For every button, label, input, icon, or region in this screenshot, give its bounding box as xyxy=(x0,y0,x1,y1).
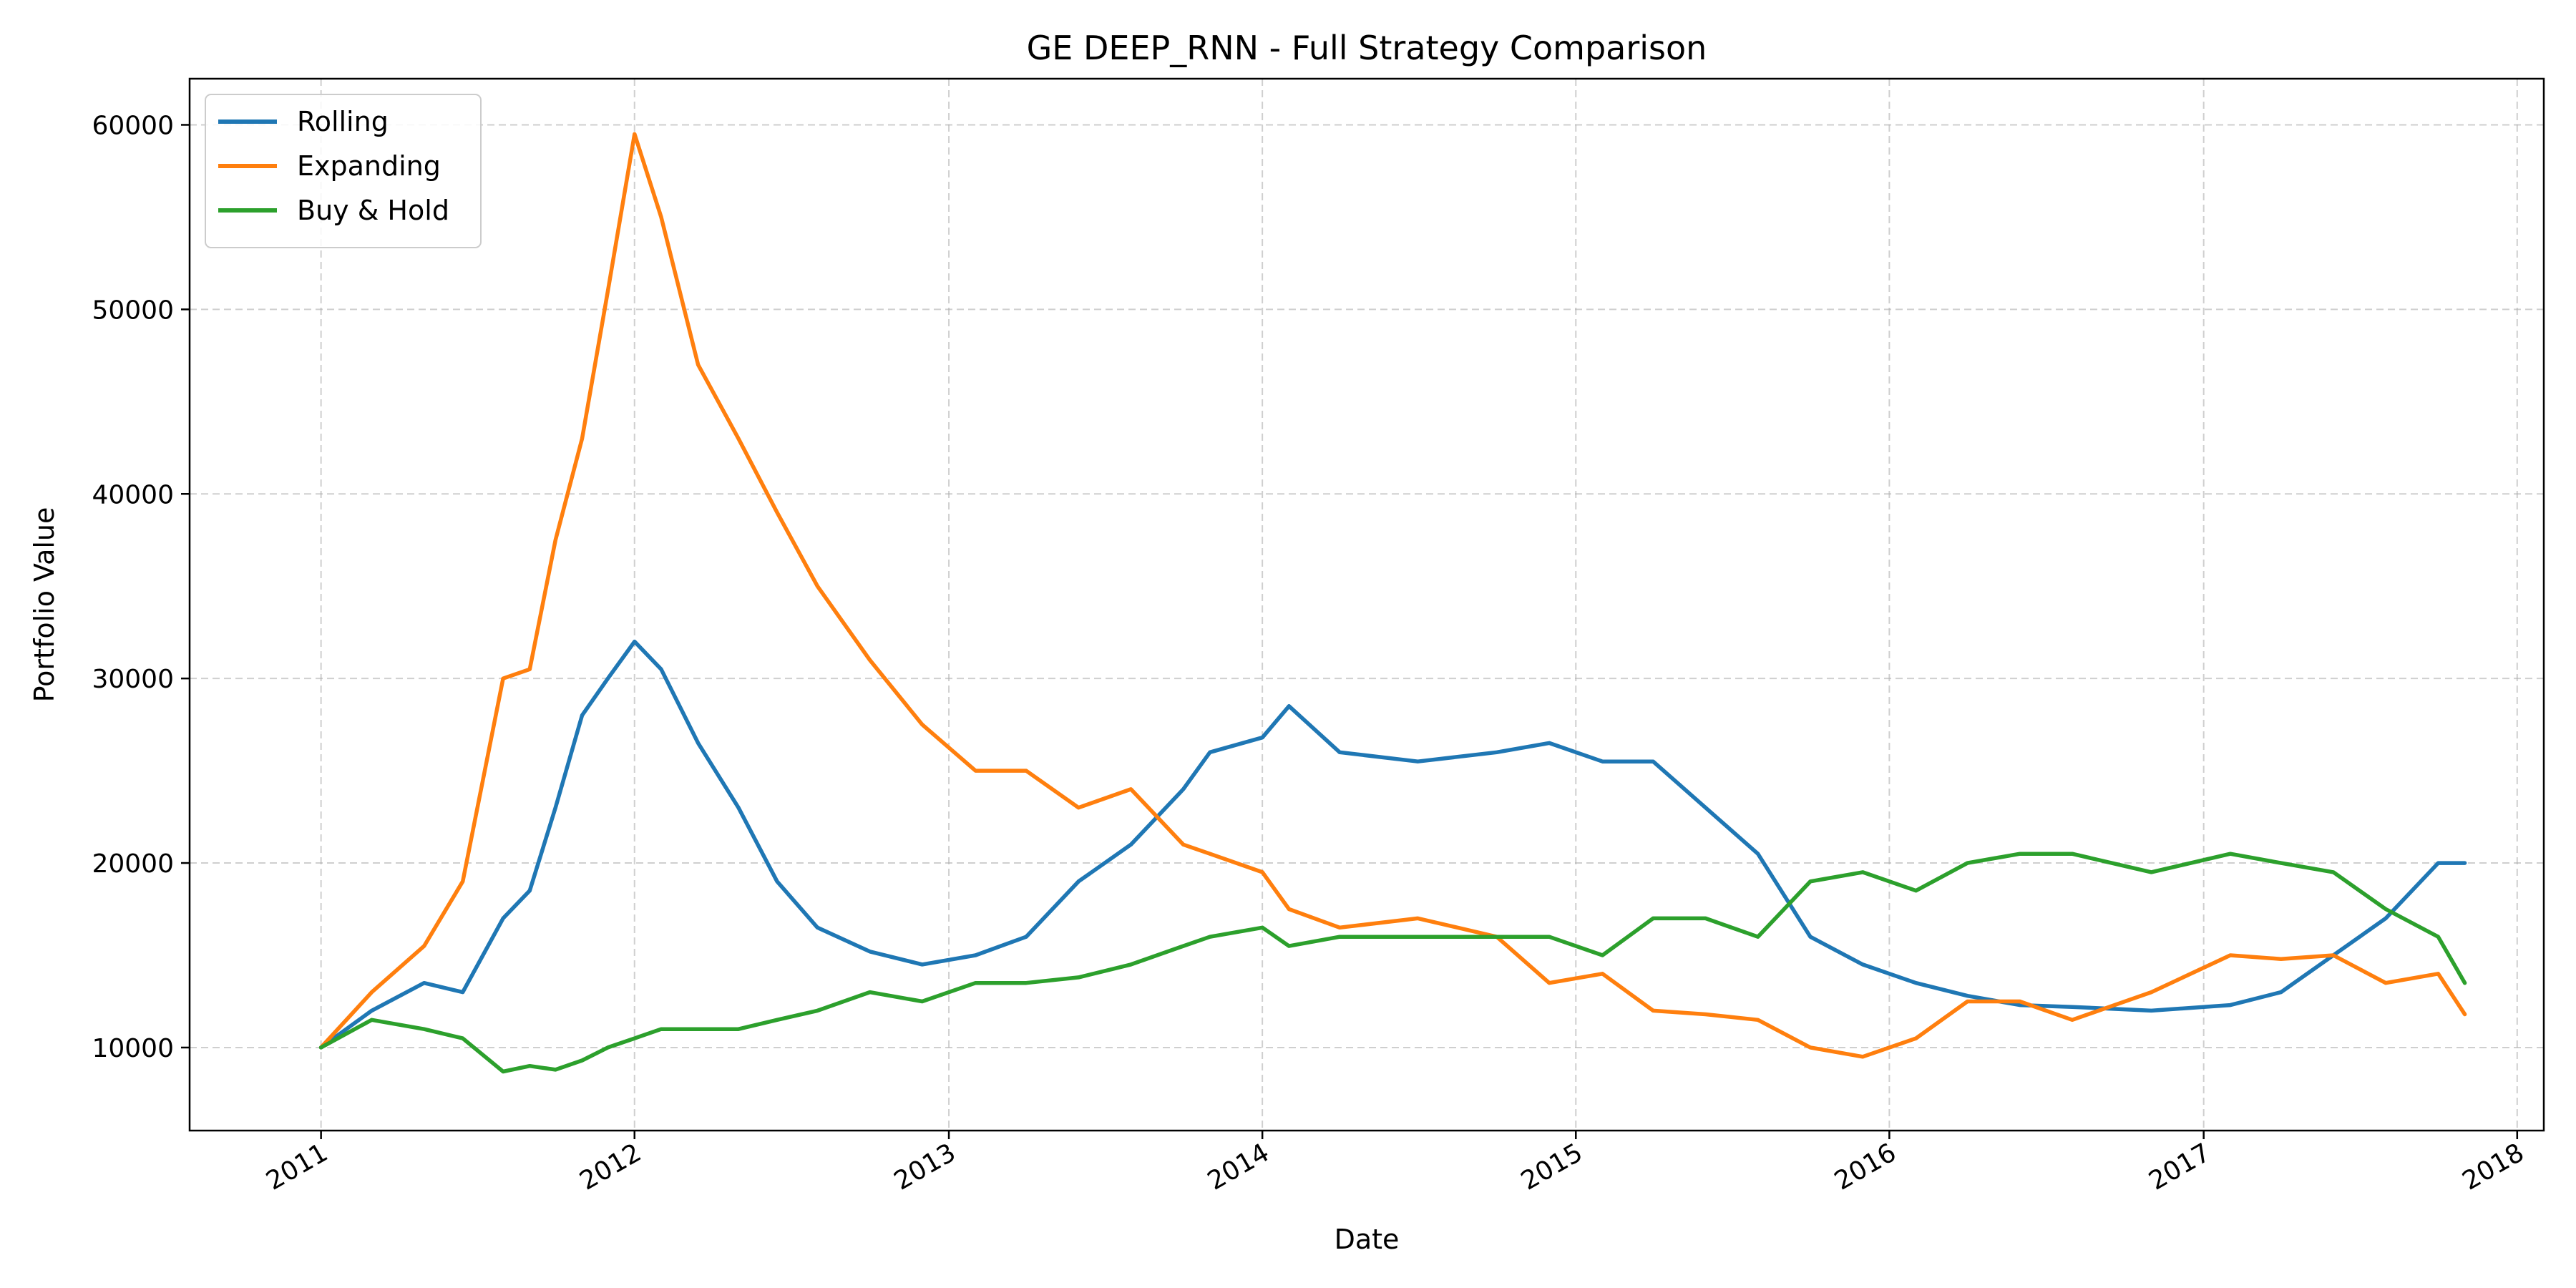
x-tick-label: 2016 xyxy=(1830,1138,1901,1196)
x-tick-label: 2015 xyxy=(1516,1138,1588,1196)
y-tick-label: 30000 xyxy=(92,665,174,694)
chart-title: GE DEEP_RNN - Full Strategy Comparison xyxy=(1027,29,1707,67)
x-tick-label: 2017 xyxy=(2144,1138,2215,1196)
x-tick-label: 2018 xyxy=(2457,1138,2529,1196)
series-line-expanding xyxy=(318,132,2467,1059)
y-axis-label: Portfolio Value xyxy=(29,507,60,703)
x-tick-label: 2012 xyxy=(575,1138,646,1196)
y-tick-label: 60000 xyxy=(92,111,174,140)
legend-label: Buy & Hold xyxy=(297,195,449,226)
x-axis-label: Date xyxy=(1335,1224,1400,1255)
series-layer xyxy=(318,132,2467,1074)
y-tick-label: 10000 xyxy=(92,1034,174,1063)
x-tick-label: 2014 xyxy=(1203,1138,1274,1196)
legend: Rolling Expanding Buy & Hold xyxy=(205,94,482,248)
tick-layer: 2011 2012 2013 2014 2015 2016 2017 2018 10000 200… xyxy=(92,111,2529,1196)
x-tick-label: 2011 xyxy=(261,1138,333,1196)
y-tick-label: 20000 xyxy=(92,849,174,879)
grid-layer xyxy=(190,79,2544,1131)
y-tick-label: 50000 xyxy=(92,296,174,325)
series-line-buy-hold xyxy=(318,852,2467,1074)
x-tick-label: 2013 xyxy=(889,1138,961,1196)
legend-label: Rolling xyxy=(297,106,389,137)
series-line-rolling xyxy=(318,639,2467,1050)
plot-frame xyxy=(188,77,2545,1132)
legend-label: Expanding xyxy=(297,150,441,182)
y-tick-label: 40000 xyxy=(92,480,174,509)
